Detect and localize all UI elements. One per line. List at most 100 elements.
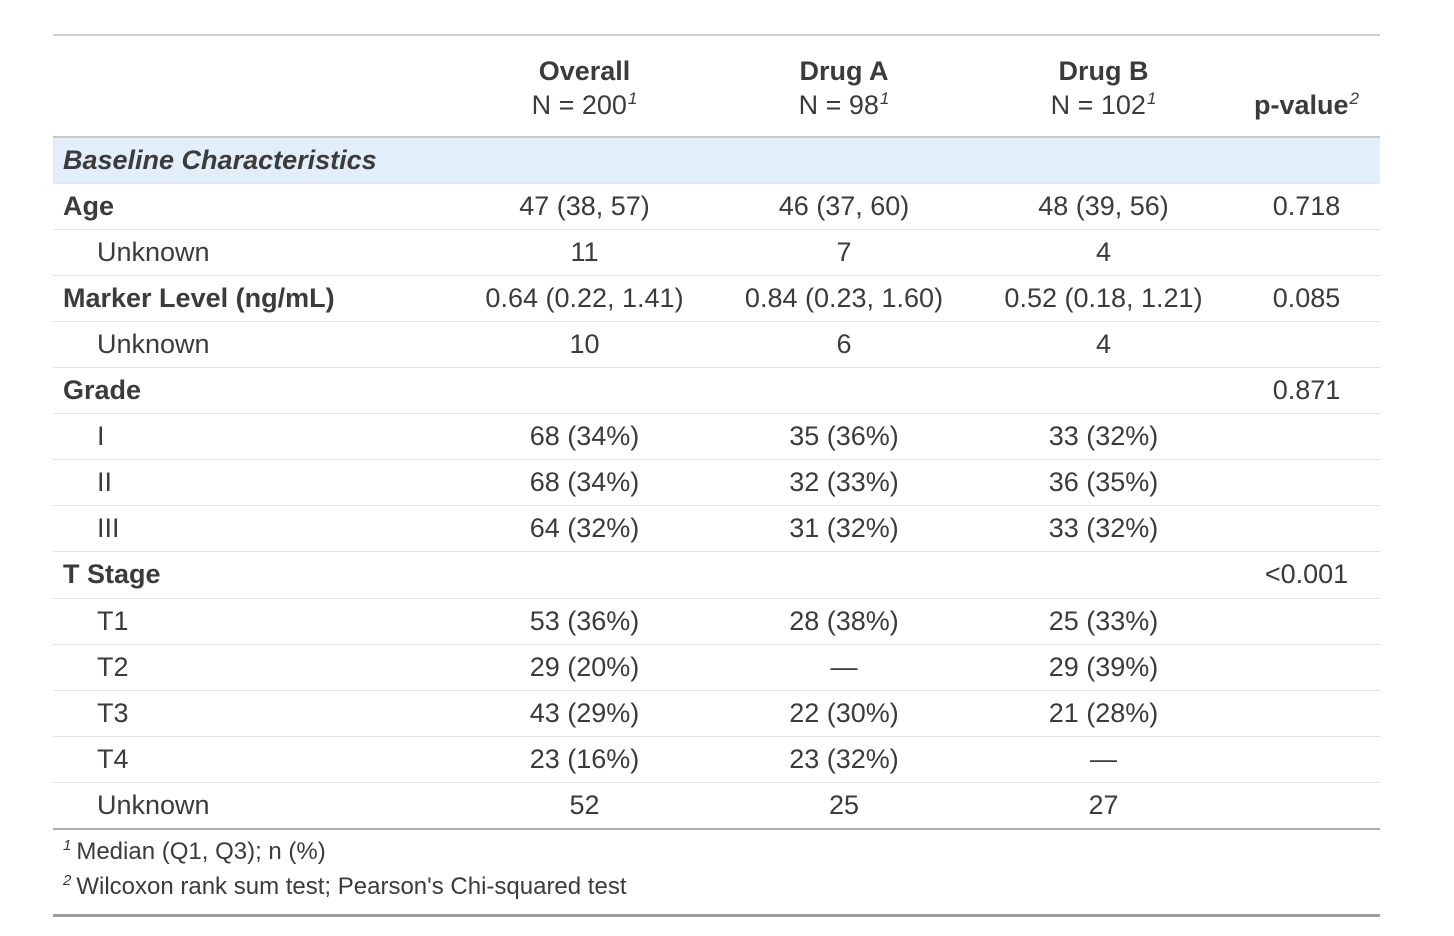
- table-row-t3: T3 43 (29%) 22 (30%) 21 (28%): [53, 690, 1380, 737]
- header-row: Overall N = 2001 Drug A N = 981 Drug B N…: [53, 35, 1380, 139]
- table-row-marker-unknown: Unknown 10 6 4: [53, 321, 1380, 369]
- cell-p-value: [1233, 321, 1380, 369]
- cell-overall: 29 (20%): [455, 644, 714, 691]
- table-footnotes: 1 Median (Q1, Q3); n (%) 2 Wilcoxon rank s…: [53, 827, 1380, 918]
- row-label: T3: [53, 690, 455, 737]
- header-p-value-title: p-value2: [1254, 89, 1359, 121]
- header-drug-a-n: N = 981: [798, 89, 890, 121]
- cell-drug-a: 0.84 (0.23, 1.60): [714, 275, 974, 323]
- footnote-1-text: Median (Q1, Q3); n (%): [76, 837, 326, 865]
- table-row-t-stage: T Stage <0.001: [53, 551, 1380, 599]
- table-row-t1: T1 53 (36%) 28 (38%) 25 (33%): [53, 598, 1380, 645]
- table-header: Overall N = 2001 Drug A N = 981 Drug B N…: [53, 35, 1380, 139]
- table-row-t2: T2 29 (20%) — 29 (39%): [53, 644, 1380, 691]
- cell-drug-a: 31 (32%): [714, 505, 974, 553]
- footnote-2: 2 Wilcoxon rank sum test; Pearson's Chi-s…: [63, 870, 1370, 905]
- table-body: Baseline Characteristics Age 47 (38, 57)…: [53, 137, 1380, 830]
- table-row-t4: T4 23 (16%) 23 (32%) —: [53, 736, 1380, 783]
- row-label: T Stage: [53, 551, 455, 599]
- footnote-2-mark: 2: [63, 871, 72, 889]
- cell-drug-b: —: [974, 736, 1233, 783]
- row-label: Age: [53, 183, 455, 231]
- cell-drug-b: 25 (33%): [974, 598, 1233, 645]
- cell-p-value: 0.085: [1233, 275, 1380, 323]
- cell-drug-b: [974, 367, 1233, 415]
- cell-p-value: [1233, 644, 1380, 691]
- cell-p-value: 0.718: [1233, 183, 1380, 231]
- summary-table-container: Overall N = 2001 Drug A N = 981 Drug B N…: [53, 34, 1380, 918]
- table-row-grade: Grade 0.871: [53, 367, 1380, 415]
- header-p-value: p-value2: [1233, 35, 1380, 139]
- header-drug-b-title: Drug B: [1058, 56, 1149, 86]
- header-overall-n: N = 2001: [531, 89, 638, 121]
- cell-drug-a: 25: [714, 782, 974, 830]
- footnote-row: 1 Median (Q1, Q3); n (%) 2 Wilcoxon rank s…: [53, 827, 1380, 918]
- footnote-mark-2: 2: [1349, 89, 1359, 109]
- table-row-marker-level: Marker Level (ng/mL) 0.64 (0.22, 1.41) 0…: [53, 275, 1380, 323]
- group-header-row: Baseline Characteristics: [53, 137, 1380, 185]
- header-drug-a-title: Drug A: [799, 56, 889, 86]
- cell-drug-a: [714, 551, 974, 599]
- table-row-age: Age 47 (38, 57) 46 (37, 60) 48 (39, 56) …: [53, 183, 1380, 231]
- cell-drug-b: [974, 551, 1233, 599]
- cell-overall: 52: [455, 782, 714, 830]
- footnote-mark-1: 1: [1146, 89, 1157, 109]
- cell-drug-a: 6: [714, 321, 974, 369]
- header-drug-b-n: N = 1021: [1050, 89, 1157, 121]
- cell-p-value: <0.001: [1233, 551, 1380, 599]
- cell-drug-a: 46 (37, 60): [714, 183, 974, 231]
- cell-overall: 0.64 (0.22, 1.41): [455, 275, 714, 323]
- cell-drug-a: 7: [714, 229, 974, 277]
- cell-p-value: [1233, 413, 1380, 461]
- table-row-grade-1: I 68 (34%) 35 (36%) 33 (32%): [53, 413, 1380, 461]
- summary-table: Overall N = 2001 Drug A N = 981 Drug B N…: [53, 34, 1380, 918]
- footnote-2-text: Wilcoxon rank sum test; Pearson's Chi-sq…: [76, 872, 627, 900]
- footnote-mark-1: 1: [627, 89, 638, 109]
- cell-drug-b: 33 (32%): [974, 413, 1233, 461]
- cell-drug-b: 4: [974, 229, 1233, 277]
- group-header-label: Baseline Characteristics: [53, 137, 1380, 185]
- cell-overall: 64 (32%): [455, 505, 714, 553]
- cell-drug-b: 4: [974, 321, 1233, 369]
- cell-drug-a: 32 (33%): [714, 459, 974, 507]
- cell-p-value: [1233, 782, 1380, 830]
- cell-overall: 43 (29%): [455, 690, 714, 737]
- header-drug-a: Drug A N = 981: [714, 35, 974, 139]
- cell-p-value: 0.871: [1233, 367, 1380, 415]
- cell-drug-a: 35 (36%): [714, 413, 974, 461]
- row-label: T1: [53, 598, 455, 645]
- cell-overall: 68 (34%): [455, 459, 714, 507]
- cell-p-value: [1233, 736, 1380, 783]
- row-label: I: [53, 413, 455, 461]
- cell-drug-a: 22 (30%): [714, 690, 974, 737]
- cell-p-value: [1233, 598, 1380, 645]
- cell-drug-b: 21 (28%): [974, 690, 1233, 737]
- cell-drug-b: 36 (35%): [974, 459, 1233, 507]
- row-label: T2: [53, 644, 455, 691]
- header-overall-title: Overall: [538, 56, 631, 86]
- table-row-grade-2: II 68 (34%) 32 (33%) 36 (35%): [53, 459, 1380, 507]
- header-label-column: [53, 35, 455, 139]
- row-label: II: [53, 459, 455, 507]
- cell-overall: [455, 551, 714, 599]
- row-label: Unknown: [53, 321, 455, 369]
- row-label: Grade: [53, 367, 455, 415]
- row-label: Unknown: [53, 229, 455, 277]
- cell-overall: [455, 367, 714, 415]
- cell-drug-a: 28 (38%): [714, 598, 974, 645]
- cell-drug-b: 33 (32%): [974, 505, 1233, 553]
- footnote-mark-1: 1: [879, 89, 890, 109]
- row-label: Unknown: [53, 782, 455, 830]
- row-label: III: [53, 505, 455, 553]
- cell-overall: 10: [455, 321, 714, 369]
- footnote-1-mark: 1: [63, 836, 72, 854]
- cell-drug-b: 0.52 (0.18, 1.21): [974, 275, 1233, 323]
- table-row-t-stage-unknown: Unknown 52 25 27: [53, 782, 1380, 830]
- cell-overall: 53 (36%): [455, 598, 714, 645]
- header-overall: Overall N = 2001: [455, 35, 714, 139]
- cell-overall: 11: [455, 229, 714, 277]
- cell-overall: 23 (16%): [455, 736, 714, 783]
- cell-drug-b: 29 (39%): [974, 644, 1233, 691]
- cell-p-value: [1233, 505, 1380, 553]
- footnote-1: 1 Median (Q1, Q3); n (%): [63, 835, 1370, 870]
